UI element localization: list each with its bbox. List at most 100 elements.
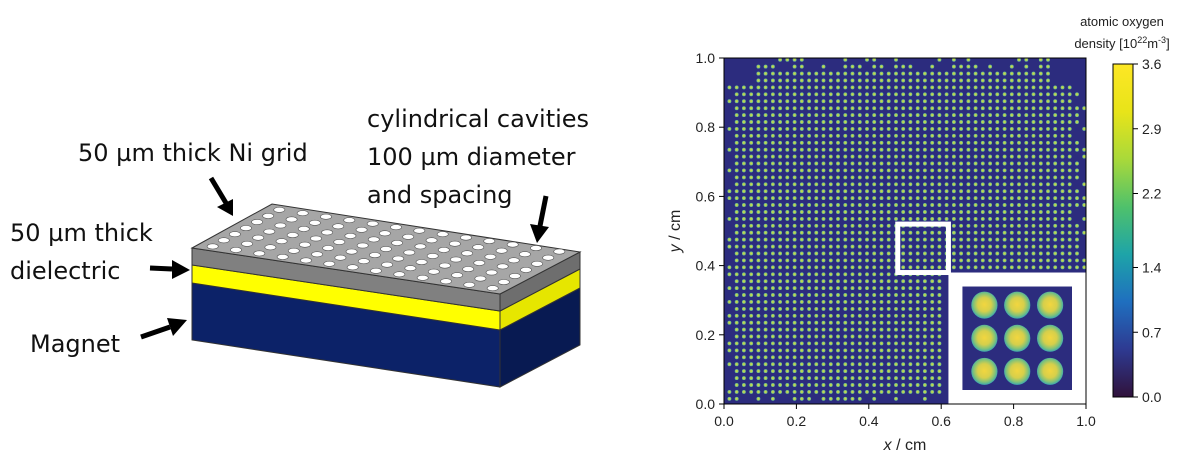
density-dot (756, 99, 761, 104)
density-dot (937, 244, 942, 249)
density-dot (1046, 57, 1050, 62)
density-dot (1060, 237, 1065, 242)
density-dot (937, 203, 942, 207)
density-dot (741, 272, 746, 277)
density-dot (1067, 106, 1072, 111)
density-dot (821, 147, 826, 152)
density-dot (1024, 106, 1029, 111)
density-dot (1009, 147, 1014, 152)
density-dot (930, 286, 935, 291)
density-dot (959, 230, 964, 235)
density-dot (901, 182, 906, 187)
density-dot (894, 320, 898, 325)
density-dot (1009, 140, 1014, 145)
density-dot (865, 348, 869, 353)
density-dot (879, 383, 884, 387)
cavity-hole (425, 237, 438, 244)
density-dot (770, 78, 775, 83)
density-dot (894, 78, 898, 83)
density-dot (879, 334, 884, 339)
density-dot (922, 244, 927, 249)
density-dot (821, 133, 826, 138)
density-dot (785, 126, 790, 131)
density-dot (959, 244, 964, 249)
density-dot (1024, 71, 1029, 76)
density-dot (814, 341, 819, 346)
density-dot (799, 216, 804, 221)
density-dot (973, 140, 978, 145)
density-dot (1067, 237, 1072, 242)
density-dot (886, 92, 891, 97)
density-dot (930, 175, 935, 180)
density-dot (995, 237, 1000, 242)
density-dot (857, 133, 862, 138)
density-dot (1002, 92, 1007, 97)
density-dot (763, 154, 768, 159)
density-dot (959, 251, 964, 256)
density-dot (1053, 161, 1058, 166)
density-dot (988, 147, 993, 152)
density-dot (756, 251, 761, 256)
density-dot (915, 78, 920, 83)
density-dot (951, 113, 956, 118)
density-dot (836, 251, 840, 256)
density-dot (734, 348, 739, 353)
density-dot (763, 168, 768, 173)
density-dot (872, 320, 877, 325)
density-dot (922, 120, 927, 124)
density-dot (988, 113, 993, 118)
density-dot (1038, 168, 1043, 173)
density-dot (843, 293, 848, 297)
density-dot (857, 299, 862, 304)
density-dot (995, 154, 1000, 159)
density-dot (828, 154, 833, 159)
density-dot (1082, 230, 1087, 235)
density-dot (741, 306, 746, 311)
density-dot (1017, 258, 1021, 263)
density-dot (734, 182, 739, 187)
density-dot (1009, 71, 1014, 76)
density-dot (1067, 175, 1072, 180)
density-dot (814, 265, 819, 270)
density-dot (922, 362, 927, 367)
density-dot (1031, 203, 1036, 207)
density-dot (799, 133, 804, 138)
density-dot (959, 196, 964, 201)
density-dot (770, 71, 775, 76)
density-dot (807, 210, 812, 214)
density-dot (792, 355, 797, 360)
density-dot (995, 230, 1000, 235)
density-dot (995, 120, 1000, 124)
density-dot (1024, 154, 1029, 159)
density-dot (843, 78, 848, 83)
density-dot (749, 210, 754, 214)
density-dot (995, 85, 1000, 90)
density-dot (778, 126, 783, 131)
density-dot (1017, 230, 1021, 235)
density-dot (828, 251, 833, 256)
density-dot (749, 369, 754, 374)
density-dot (850, 189, 855, 194)
density-dot (865, 362, 869, 367)
density-dot (785, 272, 790, 277)
density-dot (1009, 113, 1014, 118)
density-dot (1067, 182, 1072, 187)
density-dot (770, 396, 775, 401)
density-dot (785, 251, 790, 256)
density-dot (865, 175, 869, 180)
density-dot (763, 182, 768, 187)
density-dot (836, 161, 840, 166)
density-dot (872, 203, 877, 207)
density-dot (741, 348, 746, 353)
density-dot (879, 251, 884, 256)
density-dot (821, 126, 826, 131)
density-dot (1060, 203, 1065, 207)
cavity-hole (321, 229, 333, 236)
cavity-hole (320, 213, 332, 220)
density-dot (973, 230, 978, 235)
density-dot (850, 126, 855, 131)
density-dot (1075, 120, 1079, 124)
density-dot (756, 92, 761, 97)
density-dot (763, 106, 768, 111)
density-dot (770, 313, 775, 318)
